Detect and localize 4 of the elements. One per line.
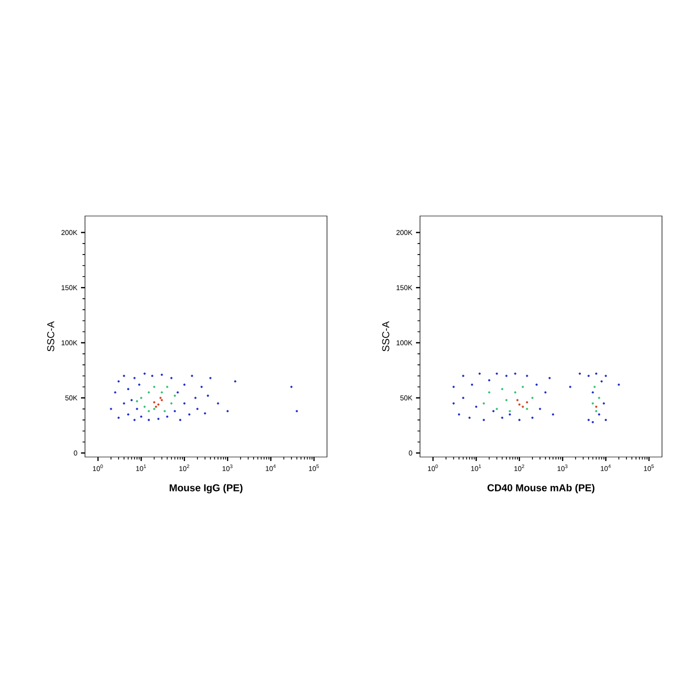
x-axis-title: CD40 Mouse mAb (PE) <box>488 484 594 494</box>
y-axis-title: SSC-A <box>47 321 54 352</box>
y-axis-title: SSC-A <box>382 321 390 352</box>
x-axis-title: Mouse IgG (PE) <box>170 484 242 494</box>
